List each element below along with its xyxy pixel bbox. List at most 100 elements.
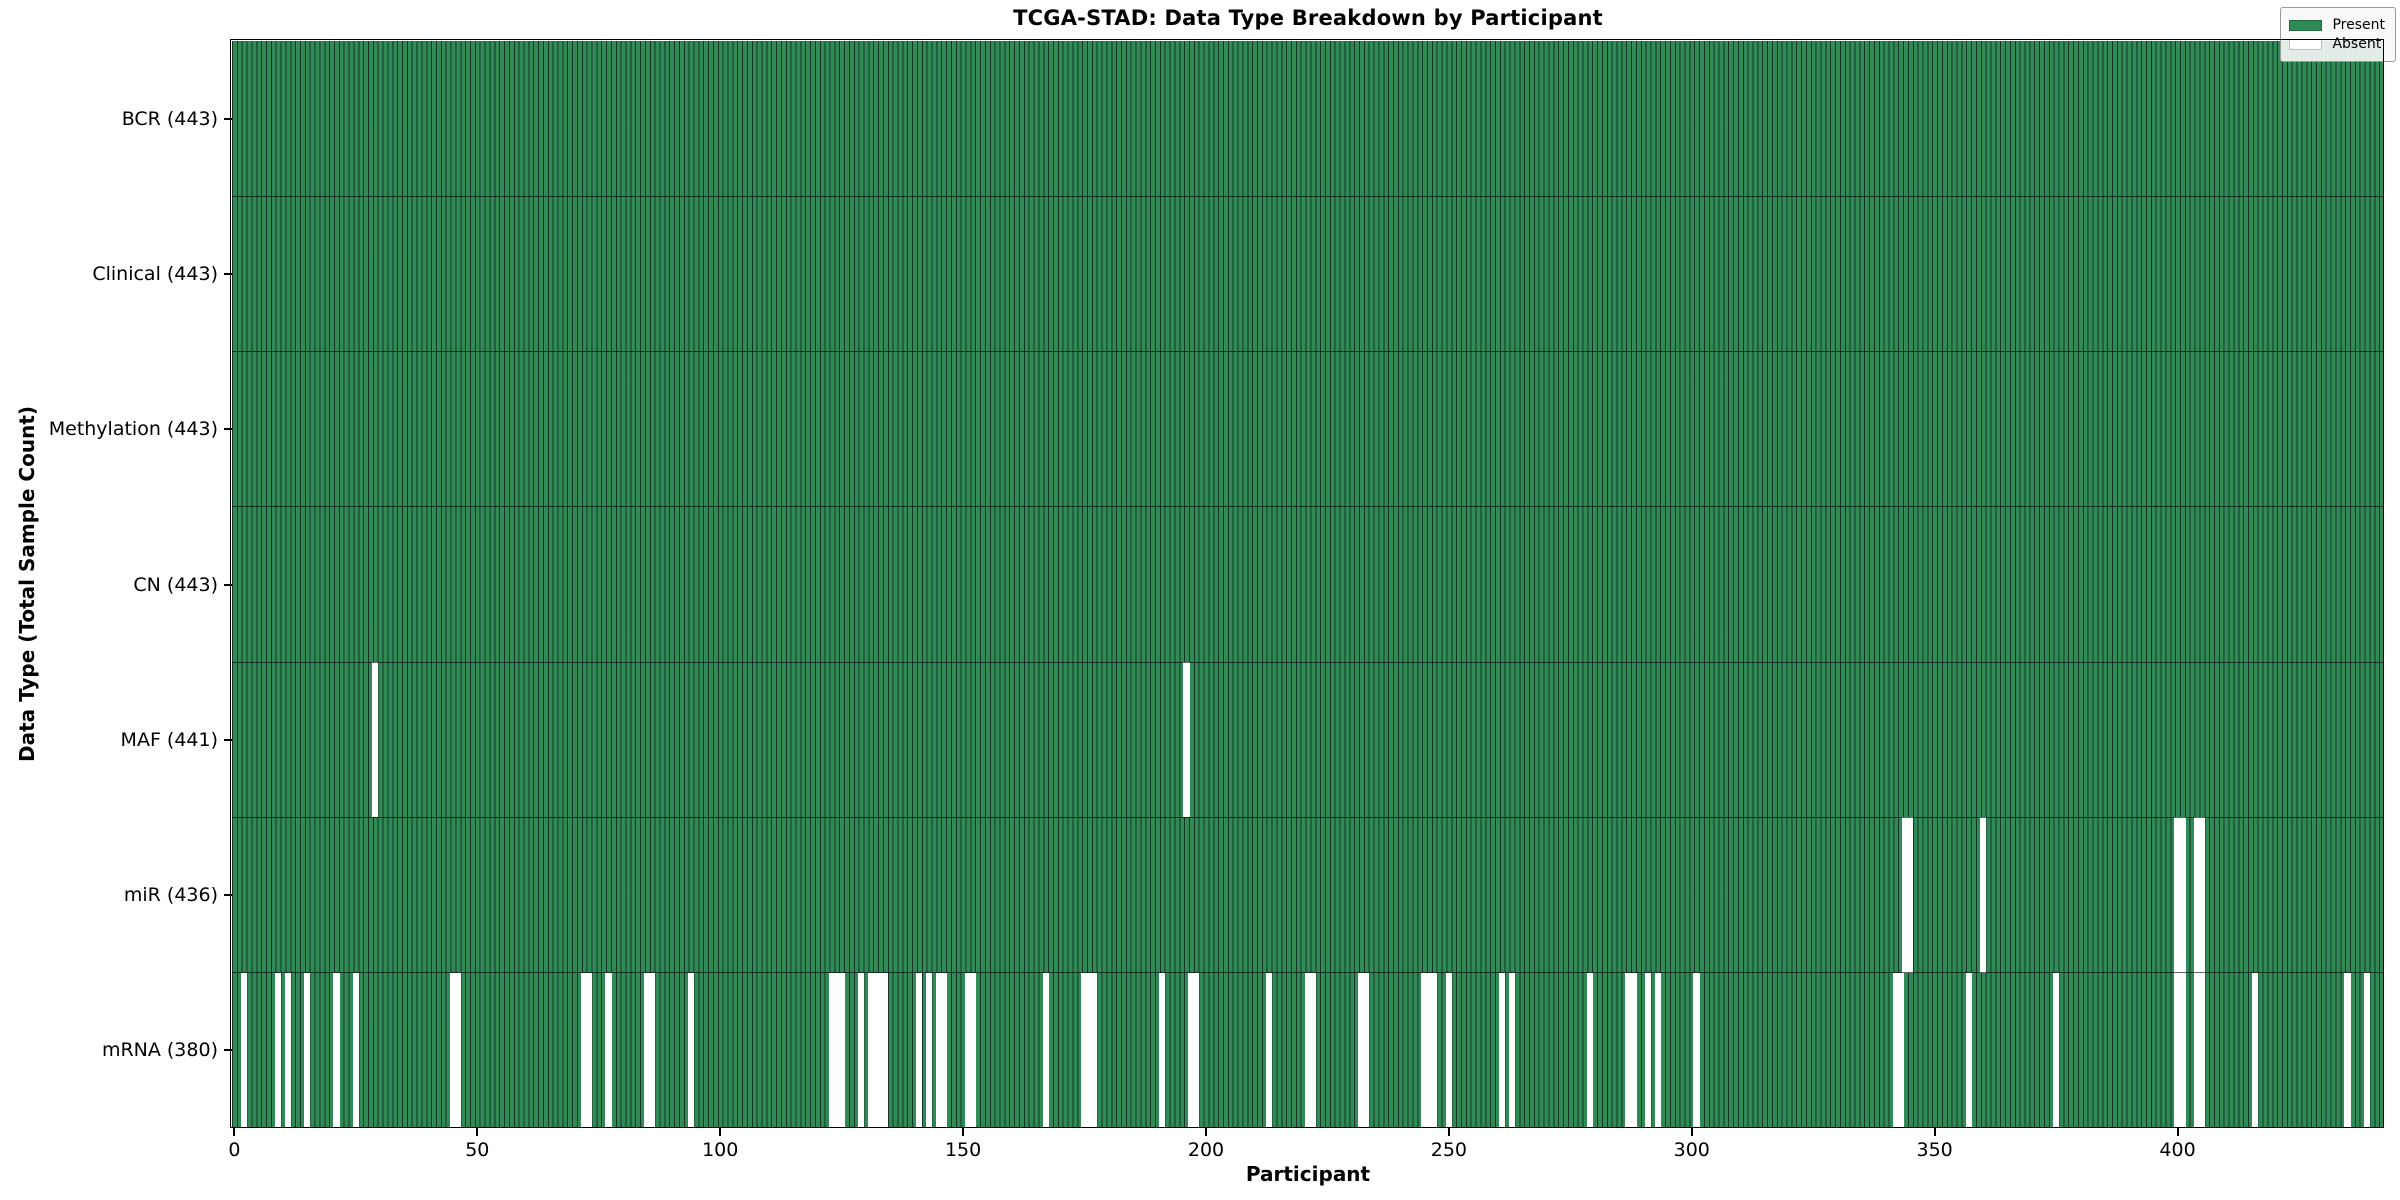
absent-cell <box>2198 972 2205 1128</box>
absent-cell <box>241 972 248 1128</box>
x-tick-label: 400 <box>2159 1139 2196 1161</box>
absent-cell <box>833 972 840 1128</box>
absent-cell <box>1081 972 1088 1128</box>
absent-cell <box>2363 972 2371 1128</box>
absent-cell <box>838 972 845 1128</box>
legend-swatch-absent <box>2289 38 2323 50</box>
x-tick-mark <box>476 1128 479 1136</box>
x-tick-label: 300 <box>1673 1139 1710 1161</box>
legend-label: Absent <box>2332 36 2382 52</box>
absent-cell <box>1586 972 1593 1128</box>
y-tick-mark <box>224 1049 232 1052</box>
legend: Present Absent <box>2280 7 2396 62</box>
absent-cell <box>935 972 942 1128</box>
absent-cell <box>877 972 884 1128</box>
absent-cell <box>649 972 656 1128</box>
y-tick-mark <box>224 738 232 741</box>
absent-cell <box>1304 972 1312 1128</box>
x-tick-label: 350 <box>1916 1139 1953 1161</box>
x-tick-label: 50 <box>465 1139 490 1161</box>
absent-cell <box>2179 817 2186 973</box>
absent-cell <box>1426 972 1433 1128</box>
y-tick-mark <box>224 583 232 586</box>
row-divider <box>232 195 2384 197</box>
y-tick-label-mrna: mRNA (380) <box>101 1039 218 1062</box>
x-tick-label: 0 <box>228 1139 241 1161</box>
absent-cell <box>857 972 865 1128</box>
absent-cell <box>1902 817 1909 973</box>
absent-cell <box>1358 972 1365 1128</box>
absent-cell <box>1091 972 1098 1128</box>
absent-cell <box>969 972 976 1128</box>
heatmap-row-mrna <box>232 972 2384 1128</box>
absent-cell <box>2252 972 2259 1128</box>
chart-title: TCGA-STAD: Data Type Breakdown by Partic… <box>1013 6 1603 30</box>
x-tick-label: 150 <box>944 1139 982 1161</box>
absent-cell <box>304 972 311 1128</box>
row-divider <box>232 351 2384 353</box>
y-tick-label-methylation: Methylation (443) <box>48 418 218 441</box>
absent-cell <box>585 972 593 1128</box>
absent-cell <box>2198 817 2205 973</box>
absent-cell <box>687 972 695 1128</box>
absent-cell <box>1654 972 1661 1128</box>
x-tick-mark <box>1447 1128 1450 1136</box>
absent-cell <box>352 972 359 1128</box>
plot-area <box>232 41 2384 1128</box>
absent-cell <box>1897 972 1904 1128</box>
x-tick-label: 100 <box>702 1139 739 1161</box>
heatmap-row-bcr <box>232 41 2384 197</box>
absent-cell <box>925 972 933 1128</box>
absent-cell <box>284 972 291 1128</box>
absent-cell <box>916 972 923 1128</box>
x-tick-mark <box>962 1128 965 1136</box>
absent-cell <box>1421 972 1428 1128</box>
x-tick-label: 250 <box>1430 1139 1468 1161</box>
absent-cell <box>1188 972 1195 1128</box>
row-divider <box>232 972 2384 974</box>
absent-cell <box>1693 972 1700 1128</box>
y-tick-mark <box>224 894 232 897</box>
absent-cell <box>964 972 972 1128</box>
heatmap-row-cn <box>232 506 2384 663</box>
absent-cell <box>1644 972 1652 1128</box>
x-axis-label: Participant <box>1245 1162 1371 1186</box>
absent-cell <box>644 972 651 1128</box>
legend-swatch-present <box>2289 19 2323 31</box>
row-divider <box>232 506 2384 508</box>
heatmap-row-clinical <box>232 196 2384 352</box>
y-tick-label-maf: MAF (441) <box>120 728 218 751</box>
absent-cell <box>1159 972 1166 1128</box>
absent-cell <box>1965 972 1972 1128</box>
absent-cell <box>1445 972 1452 1128</box>
x-tick-mark <box>233 1128 236 1136</box>
absent-cell <box>867 972 874 1128</box>
heatmap-row-maf <box>232 662 2384 818</box>
absent-cell <box>2193 972 2201 1128</box>
absent-cell <box>1363 972 1370 1128</box>
absent-cell <box>1892 972 1899 1128</box>
y-tick-label-bcr: BCR (443) <box>121 107 218 130</box>
absent-cell <box>2052 972 2060 1128</box>
x-tick-mark <box>719 1128 722 1136</box>
absent-cell <box>1086 972 1093 1128</box>
absent-cell <box>1431 972 1438 1128</box>
x-tick-mark <box>1690 1128 1693 1136</box>
absent-cell <box>275 972 282 1128</box>
x-tick-mark <box>2176 1128 2179 1136</box>
absent-cell <box>2174 972 2181 1128</box>
absent-cell <box>2344 972 2351 1128</box>
absent-cell <box>1042 972 1049 1128</box>
y-tick-mark <box>224 428 232 431</box>
absent-cell <box>1499 972 1506 1128</box>
legend-label: Present <box>2332 17 2385 33</box>
absent-cell <box>454 972 461 1128</box>
heatmap-row-mir <box>232 817 2384 973</box>
absent-cell <box>828 972 836 1128</box>
absent-cell <box>1508 972 1516 1128</box>
x-tick-mark <box>1933 1128 1936 1136</box>
absent-cell <box>940 972 947 1128</box>
absent-cell <box>2179 972 2186 1128</box>
absent-cell <box>1630 972 1637 1128</box>
